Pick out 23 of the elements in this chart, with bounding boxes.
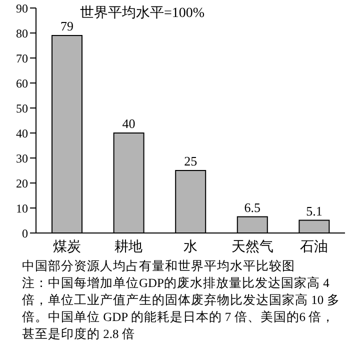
- x-tick-label: 水: [184, 238, 198, 255]
- data-label: 79: [60, 18, 74, 34]
- y-tick-label: 90: [16, 1, 28, 16]
- y-tick-label: 60: [16, 76, 28, 90]
- chart-title: 世界平均水平=100%: [80, 4, 205, 22]
- x-tick-label: 天然气: [231, 238, 274, 255]
- y-tick-label: 20: [16, 176, 28, 190]
- x-tick-label: 石油: [300, 238, 328, 255]
- data-label: 40: [122, 116, 136, 131]
- y-tick-label: 50: [16, 101, 28, 116]
- data-label: 5.1: [306, 203, 322, 218]
- data-label: 25: [184, 154, 198, 168]
- y-tick-label: 10: [16, 201, 28, 216]
- y-tick-label: 70: [16, 51, 28, 66]
- x-tick-label: 煤炭: [52, 238, 81, 255]
- text: 中国部分资源人均占有量和世界平均水平比较图: [22, 258, 296, 275]
- x-tick-label: 耕地: [114, 238, 143, 255]
- y-tick-label: 80: [16, 26, 28, 40]
- text: 注：中国每增加单位GDP的废水排放量比发达国家高 4 倍，单位工业产值产生的固体废弃物比发达国家高 10 多倍。中国单位 GDP 的能耗是日本的 7 倍、美国的6 倍，甚至是印度的 2.8 倍: [22, 275, 341, 343]
- y-tick-label: 30: [16, 151, 28, 166]
- data-label: 6.5: [244, 200, 261, 215]
- y-tick-label: 0: [22, 226, 28, 240]
- y-tick-label: 40: [16, 126, 28, 140]
